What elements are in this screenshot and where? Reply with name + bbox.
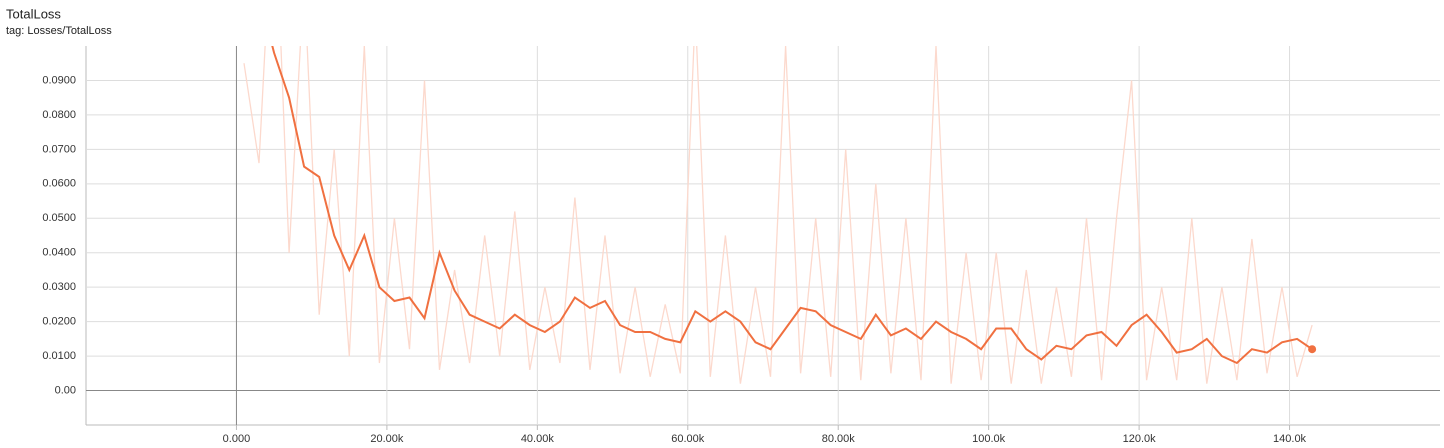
y-tick-label: 0.0100 — [42, 350, 76, 362]
x-tick-label: 60.00k — [671, 433, 705, 445]
end-point — [1308, 345, 1317, 354]
y-tick-label: 0.0600 — [42, 178, 76, 190]
y-tick-label: 0.0300 — [42, 281, 76, 293]
y-tick-label: 0.0400 — [42, 247, 76, 259]
chart-title: TotalLoss — [6, 6, 61, 21]
y-tick-label: 0.00 — [55, 384, 76, 396]
y-tick-label: 0.0900 — [42, 74, 76, 86]
line-series — [243, 46, 1313, 384]
x-tick-label: 80.00k — [822, 433, 856, 445]
x-tick-label: 100.0k — [972, 433, 1006, 445]
x-tick-label: 20.00k — [370, 433, 404, 445]
x-tick-label: 120.0k — [1123, 433, 1157, 445]
plot-area — [243, 46, 1317, 384]
x-tick-label: 40.00k — [521, 433, 555, 445]
y-tick-label: 0.0200 — [42, 316, 76, 328]
y-tick-label: 0.0500 — [42, 212, 76, 224]
y-tick-label: 0.0700 — [42, 143, 76, 155]
x-tick-label: 0.000 — [223, 433, 251, 445]
chart-subtitle: tag: Losses/TotalLoss — [6, 25, 112, 37]
line-series — [271, 46, 1313, 365]
x-tick-label: 140.0k — [1273, 433, 1307, 445]
y-tick-label: 0.0800 — [42, 109, 76, 121]
